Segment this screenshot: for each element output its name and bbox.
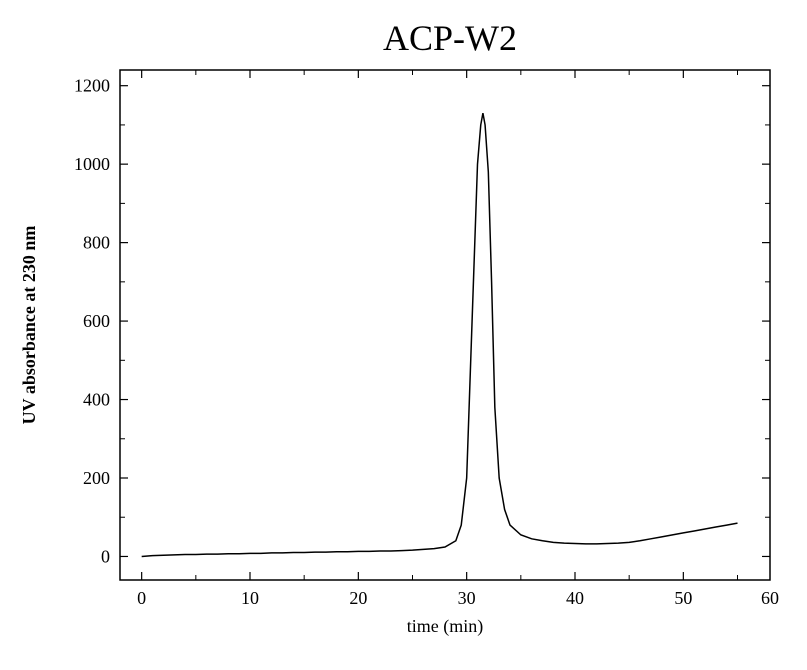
y-tick-label: 400 [83,390,110,410]
x-tick-label: 50 [674,588,692,608]
chromatogram-chart: 0102030405060020040060080010001200ACP-W2… [0,0,807,670]
x-tick-label: 40 [566,588,584,608]
y-tick-label: 800 [83,233,110,253]
x-tick-label: 60 [761,588,779,608]
x-tick-label: 20 [349,588,367,608]
y-axis-label: UV absorbance at 230 nm [19,226,39,425]
x-tick-label: 10 [241,588,259,608]
x-tick-label: 0 [137,588,146,608]
y-tick-label: 200 [83,468,110,488]
x-tick-label: 30 [458,588,476,608]
x-axis-label: time (min) [407,616,483,637]
chart-title: ACP-W2 [383,18,517,58]
chart-container: 0102030405060020040060080010001200ACP-W2… [0,0,807,670]
chart-bg [0,0,807,670]
y-tick-label: 1200 [74,76,110,96]
y-tick-label: 0 [101,546,110,566]
y-tick-label: 1000 [74,154,110,174]
y-tick-label: 600 [83,311,110,331]
